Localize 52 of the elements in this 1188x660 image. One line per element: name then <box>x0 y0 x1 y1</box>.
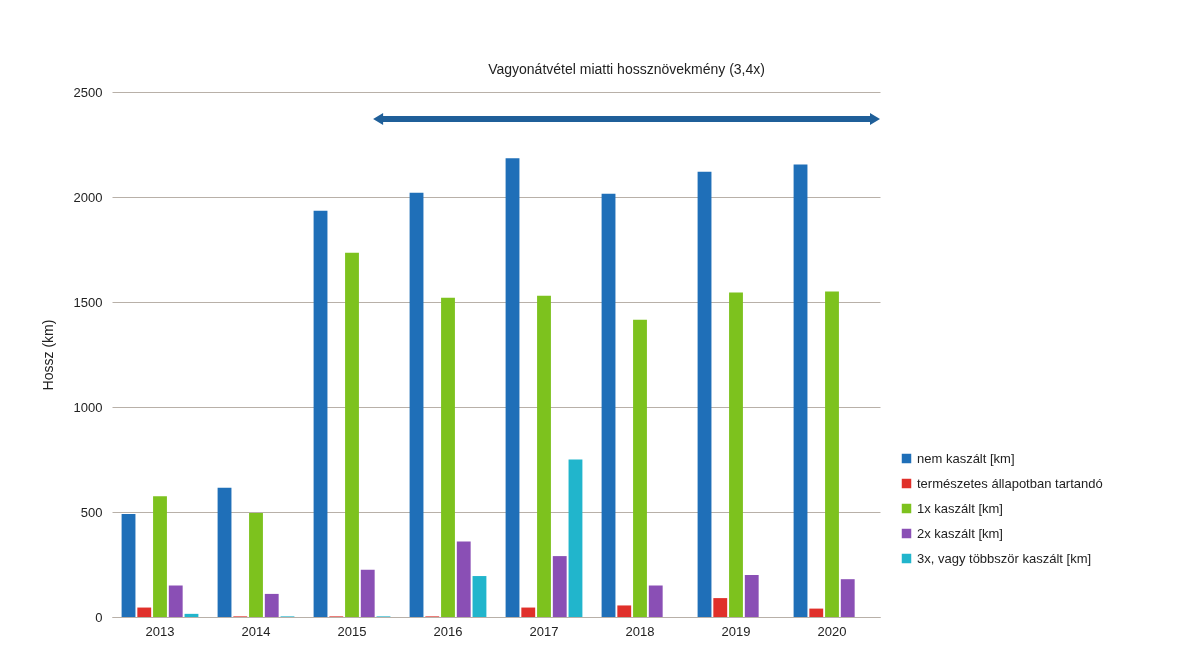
bar <box>744 575 759 617</box>
bar <box>825 291 839 617</box>
bar <box>137 607 152 617</box>
legend-label: 1x kaszált [km] <box>917 500 1003 516</box>
y-tick-label: 0 <box>95 609 103 625</box>
x-tick-label: 2014 <box>241 623 271 639</box>
x-tick-label: 2013 <box>145 623 175 639</box>
bar <box>217 487 232 617</box>
bar <box>601 193 616 617</box>
x-tick-label: 2016 <box>433 623 463 639</box>
bar <box>472 576 487 617</box>
bar <box>505 158 520 617</box>
bar <box>809 608 824 617</box>
y-tick-label: 1500 <box>73 294 103 310</box>
bar <box>537 295 551 617</box>
legend-label: 2x kaszált [km] <box>917 525 1003 541</box>
bar <box>648 585 663 617</box>
y-tick-label: 2000 <box>73 189 103 205</box>
x-tick-label: 2017 <box>529 623 559 639</box>
legend-label: 3x, vagy többször kaszált [km] <box>917 550 1092 566</box>
bar <box>793 164 808 617</box>
legend-label: természetes állapotban tartandó <box>917 475 1103 491</box>
bar <box>633 319 647 617</box>
legend-label: nem kaszált [km] <box>917 450 1015 466</box>
bar <box>840 579 855 617</box>
bar <box>521 607 536 617</box>
bar <box>552 556 567 617</box>
y-tick-label: 2500 <box>73 84 103 100</box>
bar <box>345 252 359 617</box>
bar <box>617 605 632 617</box>
bar <box>456 541 471 617</box>
bar <box>168 585 183 617</box>
bar <box>264 593 279 617</box>
bar <box>568 459 583 617</box>
bar <box>409 192 424 617</box>
bar <box>153 496 167 617</box>
x-tick-label: 2015 <box>337 623 367 639</box>
y-axis-title: Hossz (km) <box>39 319 56 391</box>
text: Vagyonátvétel miatti hossznövekmény (3,4x) <box>488 61 765 77</box>
bar <box>121 514 136 617</box>
bar <box>441 297 455 617</box>
x-tick-label: 2019 <box>721 623 751 639</box>
bar <box>713 598 728 617</box>
x-tick-label: 2018 <box>625 623 655 639</box>
y-tick-label: 1000 <box>73 399 103 415</box>
x-tick-label: 2020 <box>817 623 847 639</box>
bar <box>729 292 743 617</box>
bar <box>697 171 712 617</box>
y-tick-label: 500 <box>80 504 103 520</box>
bar <box>360 569 375 617</box>
bar <box>249 513 263 617</box>
bar <box>313 210 328 617</box>
